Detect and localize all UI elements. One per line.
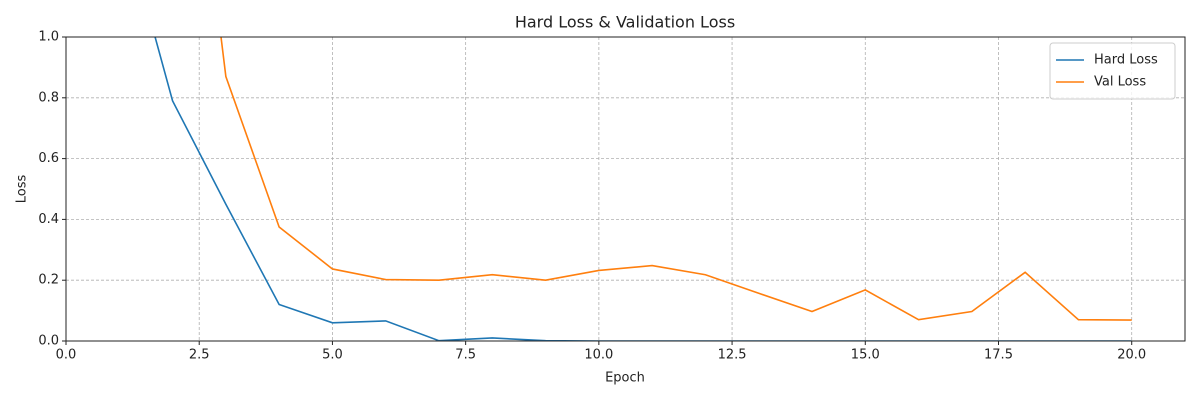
x-tick-label: 0.0 [56, 348, 77, 363]
data-line [154, 37, 1132, 341]
legend: Hard Loss Val Loss [1049, 42, 1176, 100]
x-tick-label: 7.5 [455, 348, 476, 363]
x-tick-label: 5.0 [322, 348, 343, 363]
y-tick-label: 0.0 [38, 334, 59, 349]
y-tick-label: 1.0 [38, 30, 59, 45]
chart-title: Hard Loss & Validation Loss [515, 13, 735, 32]
x-tick-label: 20.0 [1117, 348, 1146, 363]
x-tick-label: 15.0 [851, 348, 880, 363]
x-tick-label: 10.0 [584, 348, 613, 363]
x-tick-label: 17.5 [984, 348, 1013, 363]
grid [65, 36, 1185, 342]
plot-area [154, 37, 1132, 341]
axes-frame [65, 36, 1186, 342]
y-tick-label: 0.2 [38, 273, 59, 288]
y-axis-label: Loss [15, 175, 30, 204]
data-line [220, 37, 1132, 321]
x-tick-label: 12.5 [718, 348, 747, 363]
x-axis-label: Epoch [605, 371, 645, 386]
y-tick-label: 0.6 [38, 151, 59, 166]
y-tick-label: 0.8 [38, 90, 59, 105]
legend-label: Val Loss [1094, 75, 1146, 90]
legend-box [1049, 42, 1176, 100]
y-tick-label: 0.4 [38, 212, 59, 227]
x-tick-label: 2.5 [189, 348, 210, 363]
legend-label: Hard Loss [1094, 53, 1158, 68]
